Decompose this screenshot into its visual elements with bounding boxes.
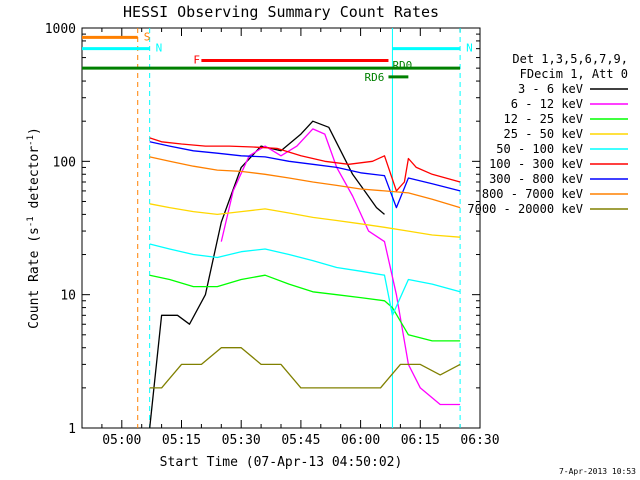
series-line xyxy=(149,156,461,209)
legend-entry: 50 - 100 keV xyxy=(496,142,583,156)
legend-entry: 300 - 800 keV xyxy=(489,172,583,186)
annotation-label: F xyxy=(193,54,200,67)
legend-entry: 3 - 6 keV xyxy=(518,82,583,96)
legend-entry: 100 - 300 keV xyxy=(489,157,583,171)
y-tick-label: 1 xyxy=(68,422,76,437)
x-tick-label: 06:15 xyxy=(401,433,440,448)
series-line xyxy=(149,203,461,238)
y-tick-label: 100 xyxy=(53,155,76,170)
chart-title: HESSI Observing Summary Count Rates xyxy=(123,3,439,21)
interval-lines xyxy=(137,28,461,428)
annotation-label: RD6 xyxy=(364,71,384,84)
legend: Det 1,3,5,6,7,9, FDecim 1, Att 0 3 - 6 k… xyxy=(467,52,628,216)
x-tick-label: 05:45 xyxy=(281,433,320,448)
plot-frame xyxy=(81,27,481,429)
timestamp: 7-Apr-2013 10:53 xyxy=(559,467,636,476)
annotation-label: N xyxy=(156,42,163,55)
x-tick-label: 05:30 xyxy=(222,433,261,448)
x-tick-label: 06:00 xyxy=(341,433,380,448)
axis-ticks xyxy=(81,27,481,429)
y-tick-label: 10 xyxy=(60,289,76,304)
legend-entry: 6 - 12 keV xyxy=(511,97,583,111)
series-line xyxy=(149,141,461,209)
y-axis-label: Count Rate (s-1 detector-1) xyxy=(26,127,42,329)
x-tick-label: 05:15 xyxy=(162,433,201,448)
y-tick-labels: 1 10 100 1000 xyxy=(45,22,76,437)
series-line xyxy=(149,120,385,429)
annotation-label: N xyxy=(466,42,473,55)
series-line xyxy=(149,274,461,342)
legend-header: Det 1,3,5,6,7,9, xyxy=(512,52,628,66)
series-line xyxy=(149,137,461,192)
series-line xyxy=(149,347,461,389)
x-tick-labels: 05:00 05:15 05:30 05:45 06:00 06:15 06:3… xyxy=(102,433,499,448)
x-tick-label: 05:00 xyxy=(102,433,141,448)
annotation-label: RD0 xyxy=(392,59,412,72)
legend-entry: 7000 - 20000 keV xyxy=(467,202,583,216)
series-lines xyxy=(149,120,461,429)
x-tick-label: 06:30 xyxy=(460,433,499,448)
legend-header: FDecim 1, Att 0 xyxy=(520,67,628,81)
annotation-label: S xyxy=(144,30,151,43)
legend-entry: 12 - 25 keV xyxy=(504,112,583,126)
legend-entry: 800 - 7000 keV xyxy=(482,187,583,201)
legend-entry: 25 - 50 keV xyxy=(504,127,583,141)
y-tick-label: 1000 xyxy=(45,22,76,37)
x-axis-label: Start Time (07-Apr-13 04:50:02) xyxy=(160,455,403,470)
series-line xyxy=(149,243,461,316)
